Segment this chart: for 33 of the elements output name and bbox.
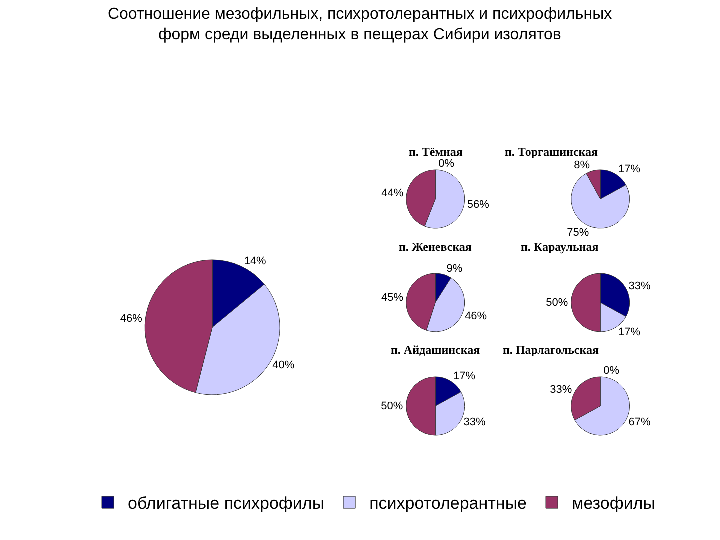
- data-label: 14%: [244, 256, 267, 268]
- data-label: 50%: [381, 400, 404, 412]
- data-label: 45%: [381, 292, 404, 304]
- data-label: 40%: [272, 359, 295, 372]
- legend-label: облигатные психрофилы: [128, 494, 325, 514]
- data-label: 8%: [574, 159, 590, 172]
- chart-title: Соотношение мезофильных, психротолерантных и психрофильных форм среди выделенных в пещерах Сибири изолятов: [108, 6, 612, 44]
- data-label: 33%: [628, 280, 651, 292]
- data-label: 56%: [467, 198, 490, 211]
- data-label: 44%: [382, 188, 404, 200]
- pie-slice: [574, 376, 630, 436]
- data-label: 50%: [546, 296, 568, 309]
- chart-title: п. Парлагольская: [503, 343, 600, 357]
- data-label: 46%: [465, 310, 488, 322]
- chart-title: п. Тёмная: [409, 145, 464, 159]
- text: 0%: [604, 365, 620, 377]
- legend-label: мезофилы: [572, 494, 656, 514]
- data-label: 67%: [628, 416, 651, 429]
- data-label: 33%: [464, 416, 486, 429]
- data-label: 9%: [446, 263, 463, 276]
- pie-slice: [571, 173, 630, 229]
- text: 0%: [438, 158, 455, 170]
- data-label: 17%: [618, 326, 641, 338]
- data-label: 75%: [567, 226, 590, 239]
- data-label: 17%: [453, 370, 476, 383]
- chart-title: п. Торгашинская: [505, 145, 599, 159]
- data-label: 17%: [618, 164, 641, 176]
- legend-label: психротолерантные: [370, 494, 527, 514]
- chart-title: п. Айдашинская: [391, 343, 481, 357]
- chart-title: п. Женевская: [399, 240, 472, 254]
- data-label: 46%: [120, 312, 143, 325]
- chart-title: п. Караульная: [521, 240, 600, 254]
- data-label: 33%: [550, 384, 572, 396]
